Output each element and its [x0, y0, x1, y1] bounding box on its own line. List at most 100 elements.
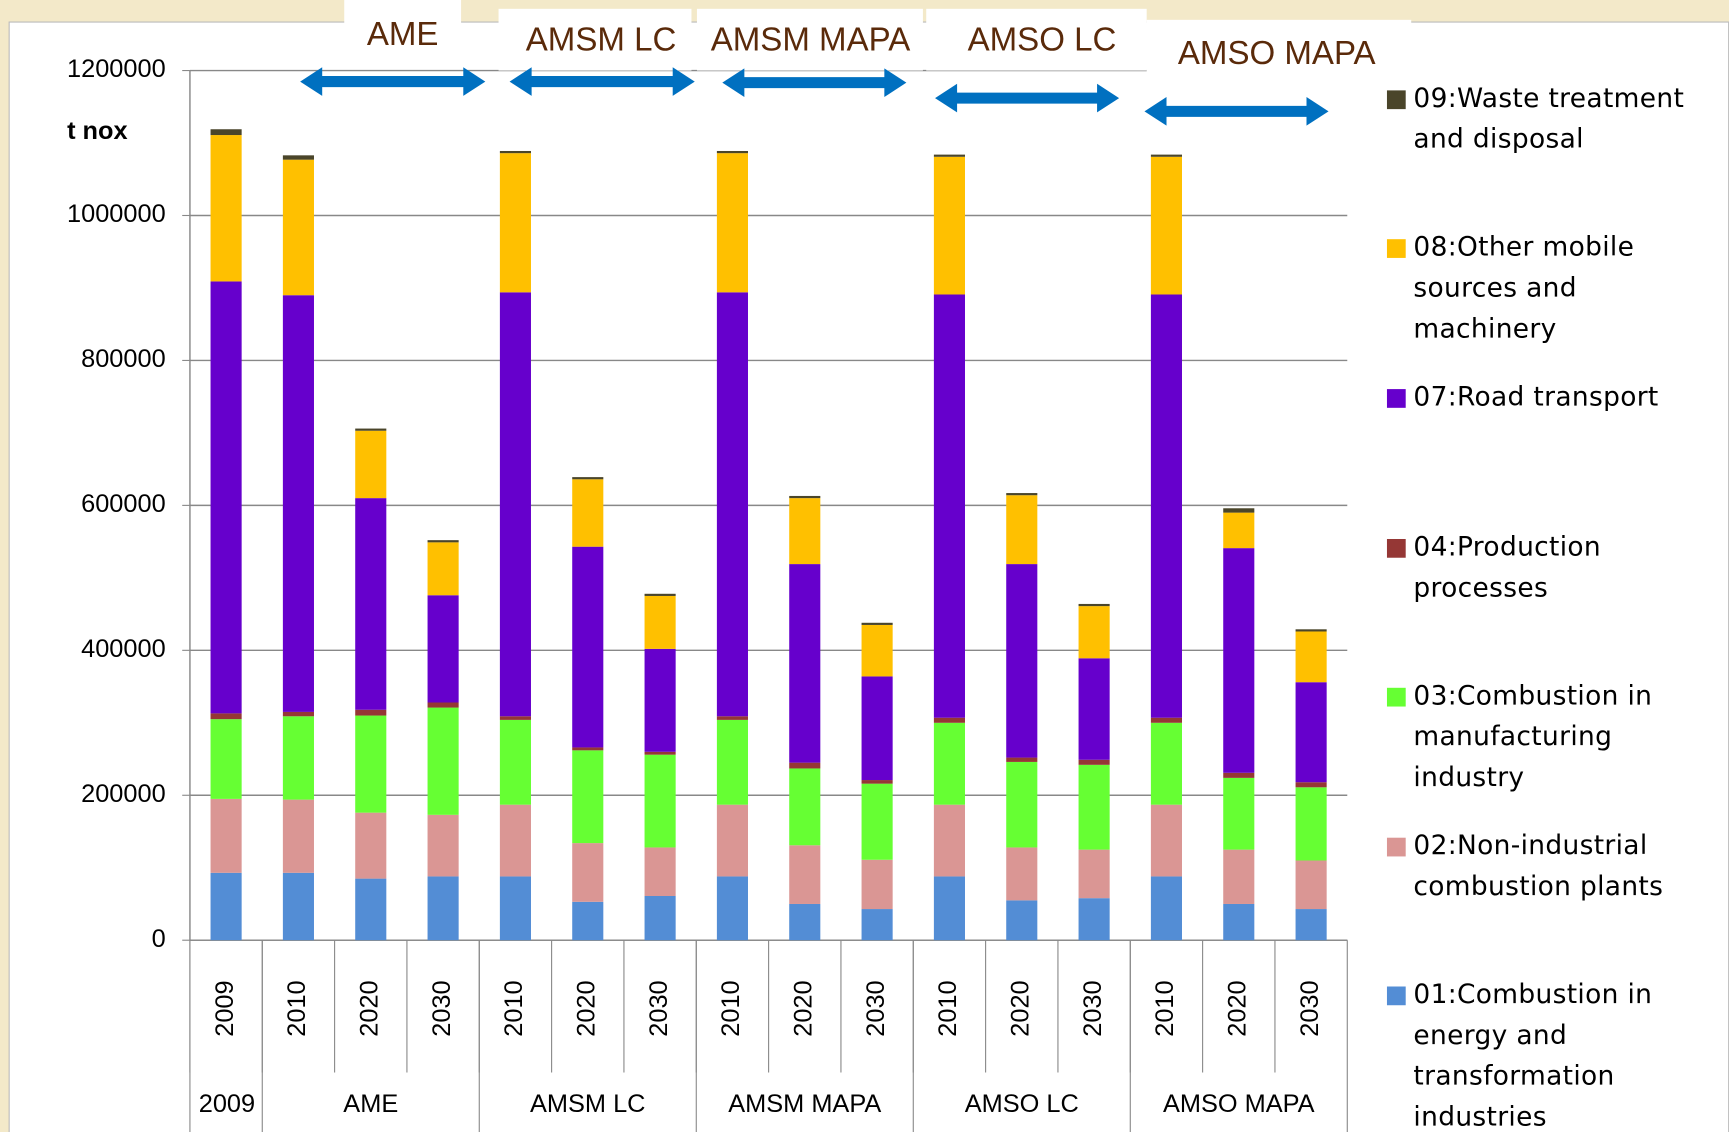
legend-label: 02:Non-industrial combustion plants — [1413, 829, 1664, 902]
bar-segment — [1150, 722, 1182, 805]
y-tick-label: 600000 — [81, 490, 166, 518]
bar-segment — [355, 709, 387, 716]
bar-segment — [355, 428, 387, 431]
bar-segment — [499, 150, 531, 154]
legend-swatch — [1386, 986, 1406, 1006]
bar-segment — [716, 804, 748, 877]
bar-segment — [572, 750, 604, 844]
x-tick-label: 2030 — [1296, 980, 1324, 1036]
bar-segment — [427, 702, 459, 708]
annotation-box — [696, 8, 923, 71]
legend-entry: 02:Non-industrial combustion plants — [1413, 829, 1664, 902]
bar-segment — [861, 676, 893, 781]
bar-segment — [1295, 631, 1327, 683]
legend-entry: 09:Waste treatment and disposal — [1413, 83, 1683, 155]
bar-segment — [282, 295, 314, 712]
bar-segment — [1295, 629, 1327, 632]
bar-segment — [572, 546, 604, 748]
bar-segment — [210, 719, 242, 799]
bar-segment — [1078, 603, 1110, 607]
bar-segment — [572, 843, 604, 902]
bar-segment — [1150, 876, 1182, 941]
bar-segment — [427, 876, 459, 941]
y-tick-label: 200000 — [81, 780, 166, 808]
bar-segment — [355, 430, 387, 499]
legend-label: 01:Combustion in energy and transformati… — [1413, 978, 1653, 1132]
bar-segment — [572, 477, 604, 480]
bar-segment — [933, 154, 965, 157]
group-label: AMSO LC — [965, 1090, 1079, 1118]
annotation-arrow — [300, 67, 486, 96]
bar-segment — [499, 292, 531, 717]
bar-segment — [1006, 757, 1038, 762]
annotation-arrow — [1144, 96, 1329, 126]
group-label: AMSM LC — [530, 1090, 645, 1118]
x-tick-label: 2010 — [283, 980, 311, 1036]
x-tick-label: 2030 — [645, 980, 673, 1036]
annotation-arrow — [935, 83, 1120, 113]
bar-segment — [933, 722, 965, 805]
bar-segment — [861, 909, 893, 941]
y-tick-label: 800000 — [81, 345, 166, 373]
bar-segment — [789, 495, 821, 499]
bar-segment — [1078, 759, 1110, 765]
bar-segment — [716, 876, 748, 941]
bar-segment — [427, 707, 459, 815]
legend-swatch — [1386, 687, 1406, 707]
bar-segment — [1150, 717, 1182, 723]
bar-segment — [355, 498, 387, 710]
bar-segment — [427, 595, 459, 703]
bar-segment — [210, 129, 242, 136]
bar-segment — [210, 713, 242, 720]
legend-label: 03:Combustion in manufacturing industry — [1413, 680, 1653, 793]
bar-segment — [1150, 804, 1182, 877]
bar-segment — [1295, 860, 1327, 910]
bar-segment — [861, 622, 893, 625]
group-label: AMSM MAPA — [728, 1090, 881, 1118]
annotation-box — [498, 8, 692, 71]
x-tick-label: 2030 — [1079, 980, 1107, 1036]
bar-segment — [1006, 847, 1038, 901]
y-axis-label: t nox — [67, 117, 128, 145]
x-tick-label: 2030 — [428, 980, 456, 1036]
group-label: AME — [343, 1090, 398, 1118]
bar-segment — [861, 783, 893, 860]
bar-segment — [933, 156, 965, 295]
x-tick-label: 2030 — [862, 980, 890, 1036]
bar-segment — [355, 812, 387, 879]
legend-label: 08:Other mobile sources and machinery — [1413, 231, 1635, 344]
legend-entry: 07:Road transport — [1413, 381, 1658, 412]
bar-segment — [716, 716, 748, 720]
x-tick-label: 2020 — [355, 980, 383, 1036]
bar-segment — [282, 711, 314, 717]
annotation-box — [926, 8, 1147, 71]
annotation-arrow — [722, 68, 907, 97]
x-tick-label: 2009 — [211, 980, 239, 1036]
legend-swatch — [1386, 837, 1406, 857]
annotation-arrow — [509, 67, 695, 96]
annotation-box — [1146, 19, 1412, 82]
bar-segment — [1078, 764, 1110, 850]
bar-segment — [861, 780, 893, 784]
x-tick-label: 2020 — [789, 980, 817, 1036]
bar-segment — [644, 847, 676, 897]
bar-segment — [1078, 606, 1110, 659]
bar-segment — [1223, 508, 1255, 513]
x-tick-label: 2020 — [1006, 980, 1034, 1036]
bar-segment — [499, 716, 531, 720]
bar-segment — [499, 804, 531, 877]
bar-segment — [282, 716, 314, 800]
x-tick-label: 2010 — [717, 980, 745, 1036]
bar-segment — [1150, 294, 1182, 718]
group-label: 2009 — [199, 1090, 255, 1118]
legend-label: 04:Production processes — [1413, 531, 1602, 603]
annotation: AME — [367, 16, 439, 53]
bar-segment — [1006, 495, 1038, 565]
x-tick-label: 2010 — [1151, 980, 1179, 1036]
legend-entry: 03:Combustion in manufacturing industry — [1413, 680, 1653, 793]
y-tick-label: 0 — [152, 925, 166, 953]
legend-entry: 01:Combustion in energy and transformati… — [1413, 978, 1653, 1132]
bar-segment — [1006, 564, 1038, 758]
bar-segment — [427, 542, 459, 596]
